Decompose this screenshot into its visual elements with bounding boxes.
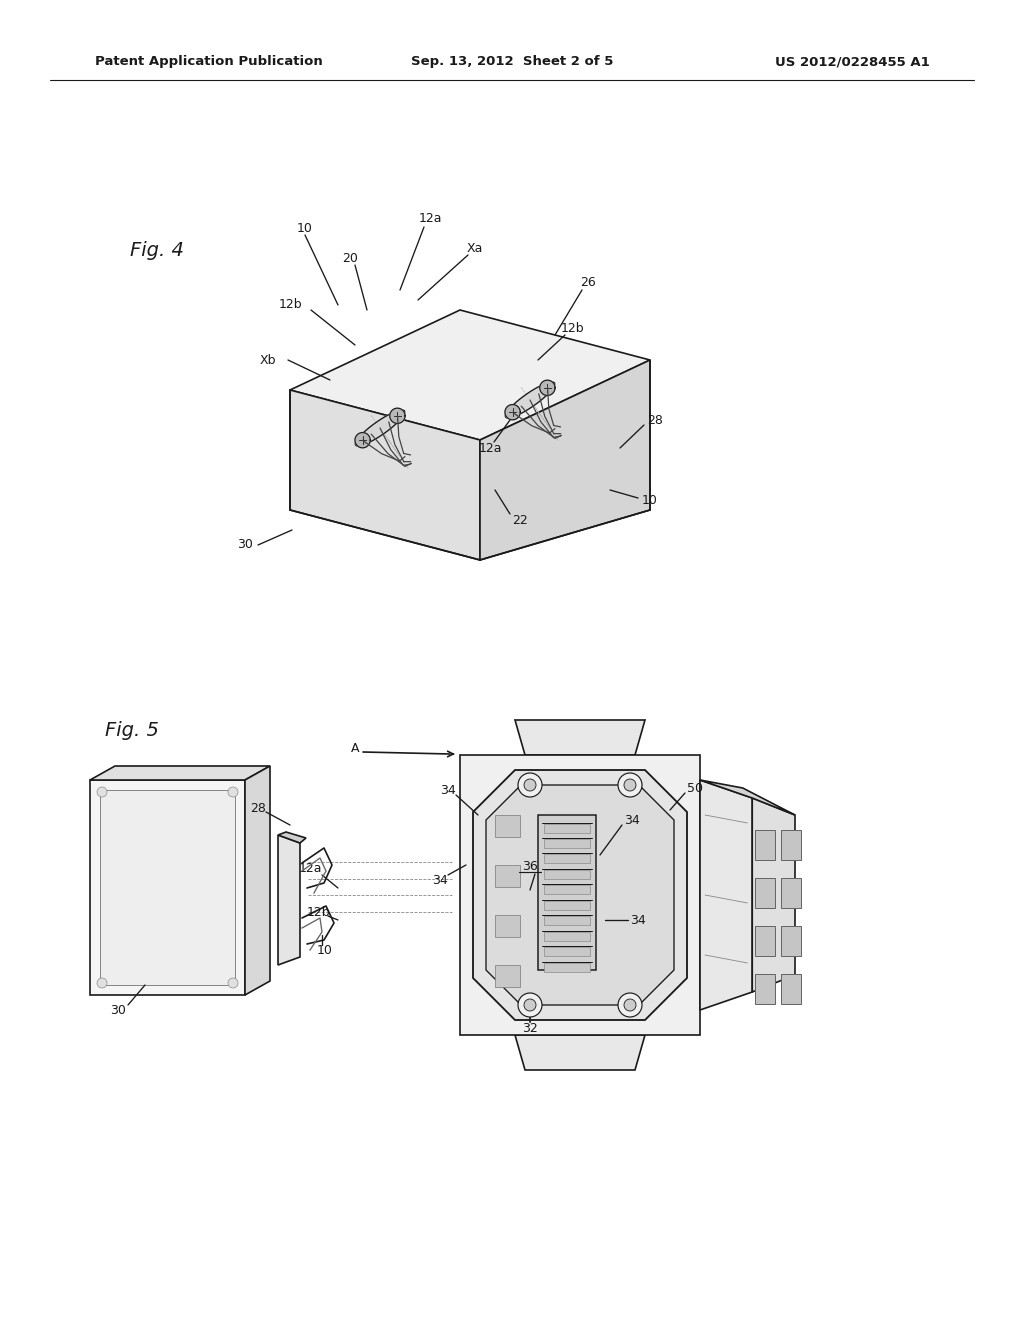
Text: 26: 26 — [581, 276, 596, 289]
Polygon shape — [495, 814, 520, 837]
Text: 34: 34 — [432, 874, 447, 887]
Polygon shape — [544, 932, 590, 941]
Polygon shape — [495, 915, 520, 937]
Polygon shape — [544, 884, 590, 894]
Text: 32: 32 — [522, 1022, 538, 1035]
Polygon shape — [781, 830, 801, 861]
Text: 50: 50 — [687, 781, 703, 795]
Polygon shape — [544, 946, 590, 956]
Polygon shape — [278, 836, 300, 965]
Polygon shape — [753, 799, 795, 993]
Polygon shape — [544, 854, 590, 863]
Text: 34: 34 — [440, 784, 456, 796]
Polygon shape — [480, 360, 650, 560]
Circle shape — [228, 978, 238, 987]
Polygon shape — [505, 381, 555, 418]
Polygon shape — [486, 785, 674, 1005]
Text: A: A — [351, 742, 359, 755]
Polygon shape — [755, 878, 775, 908]
Polygon shape — [544, 840, 590, 847]
Circle shape — [524, 999, 536, 1011]
Polygon shape — [90, 780, 245, 995]
Polygon shape — [544, 964, 590, 972]
Polygon shape — [473, 770, 687, 1020]
Text: 36: 36 — [522, 861, 538, 874]
Text: 10: 10 — [642, 494, 658, 507]
Text: 12a: 12a — [298, 862, 322, 874]
Text: Fig. 5: Fig. 5 — [105, 721, 159, 739]
Text: 10: 10 — [297, 222, 313, 235]
Text: 22: 22 — [512, 513, 528, 527]
Text: Patent Application Publication: Patent Application Publication — [95, 55, 323, 69]
Polygon shape — [781, 878, 801, 908]
Text: 34: 34 — [624, 813, 640, 826]
Text: US 2012/0228455 A1: US 2012/0228455 A1 — [775, 55, 930, 69]
Polygon shape — [544, 824, 590, 833]
Text: 34: 34 — [630, 913, 646, 927]
Polygon shape — [544, 916, 590, 925]
Text: Sep. 13, 2012  Sheet 2 of 5: Sep. 13, 2012 Sheet 2 of 5 — [411, 55, 613, 69]
Circle shape — [524, 779, 536, 791]
Text: 12a: 12a — [418, 211, 441, 224]
Polygon shape — [781, 974, 801, 1005]
Polygon shape — [505, 404, 520, 420]
Polygon shape — [515, 719, 645, 755]
Text: 30: 30 — [238, 539, 253, 552]
Circle shape — [518, 993, 542, 1016]
Text: 20: 20 — [342, 252, 358, 264]
Polygon shape — [755, 974, 775, 1005]
Text: Xa: Xa — [467, 242, 483, 255]
Polygon shape — [355, 411, 404, 446]
FancyBboxPatch shape — [548, 1040, 612, 1067]
Text: Xb: Xb — [260, 354, 276, 367]
Polygon shape — [100, 789, 234, 985]
Text: 12b: 12b — [279, 298, 302, 312]
Circle shape — [618, 774, 642, 797]
Polygon shape — [544, 870, 590, 879]
Circle shape — [624, 779, 636, 791]
Polygon shape — [390, 408, 406, 424]
Polygon shape — [700, 780, 753, 1010]
Polygon shape — [700, 780, 795, 814]
Polygon shape — [515, 1035, 645, 1071]
Polygon shape — [540, 380, 555, 396]
Polygon shape — [755, 927, 775, 956]
Polygon shape — [460, 755, 700, 1035]
Polygon shape — [355, 433, 371, 447]
Text: 28: 28 — [647, 413, 663, 426]
FancyBboxPatch shape — [548, 723, 612, 750]
Circle shape — [97, 978, 106, 987]
Polygon shape — [245, 766, 270, 995]
Polygon shape — [544, 902, 590, 909]
Text: 12b: 12b — [306, 907, 330, 920]
Text: Fig. 4: Fig. 4 — [130, 240, 184, 260]
Polygon shape — [495, 965, 520, 987]
Circle shape — [618, 993, 642, 1016]
Circle shape — [624, 999, 636, 1011]
Polygon shape — [290, 389, 480, 560]
Circle shape — [518, 774, 542, 797]
Text: 28: 28 — [250, 801, 266, 814]
Polygon shape — [278, 832, 306, 843]
Polygon shape — [538, 814, 596, 970]
Circle shape — [228, 787, 238, 797]
Text: 12a: 12a — [478, 441, 502, 454]
Text: 30: 30 — [110, 1003, 126, 1016]
Polygon shape — [90, 766, 270, 780]
Text: 12b: 12b — [560, 322, 584, 334]
Polygon shape — [290, 310, 650, 440]
Polygon shape — [755, 830, 775, 861]
Polygon shape — [781, 927, 801, 956]
Circle shape — [97, 787, 106, 797]
Text: 10: 10 — [317, 944, 333, 957]
Polygon shape — [495, 865, 520, 887]
